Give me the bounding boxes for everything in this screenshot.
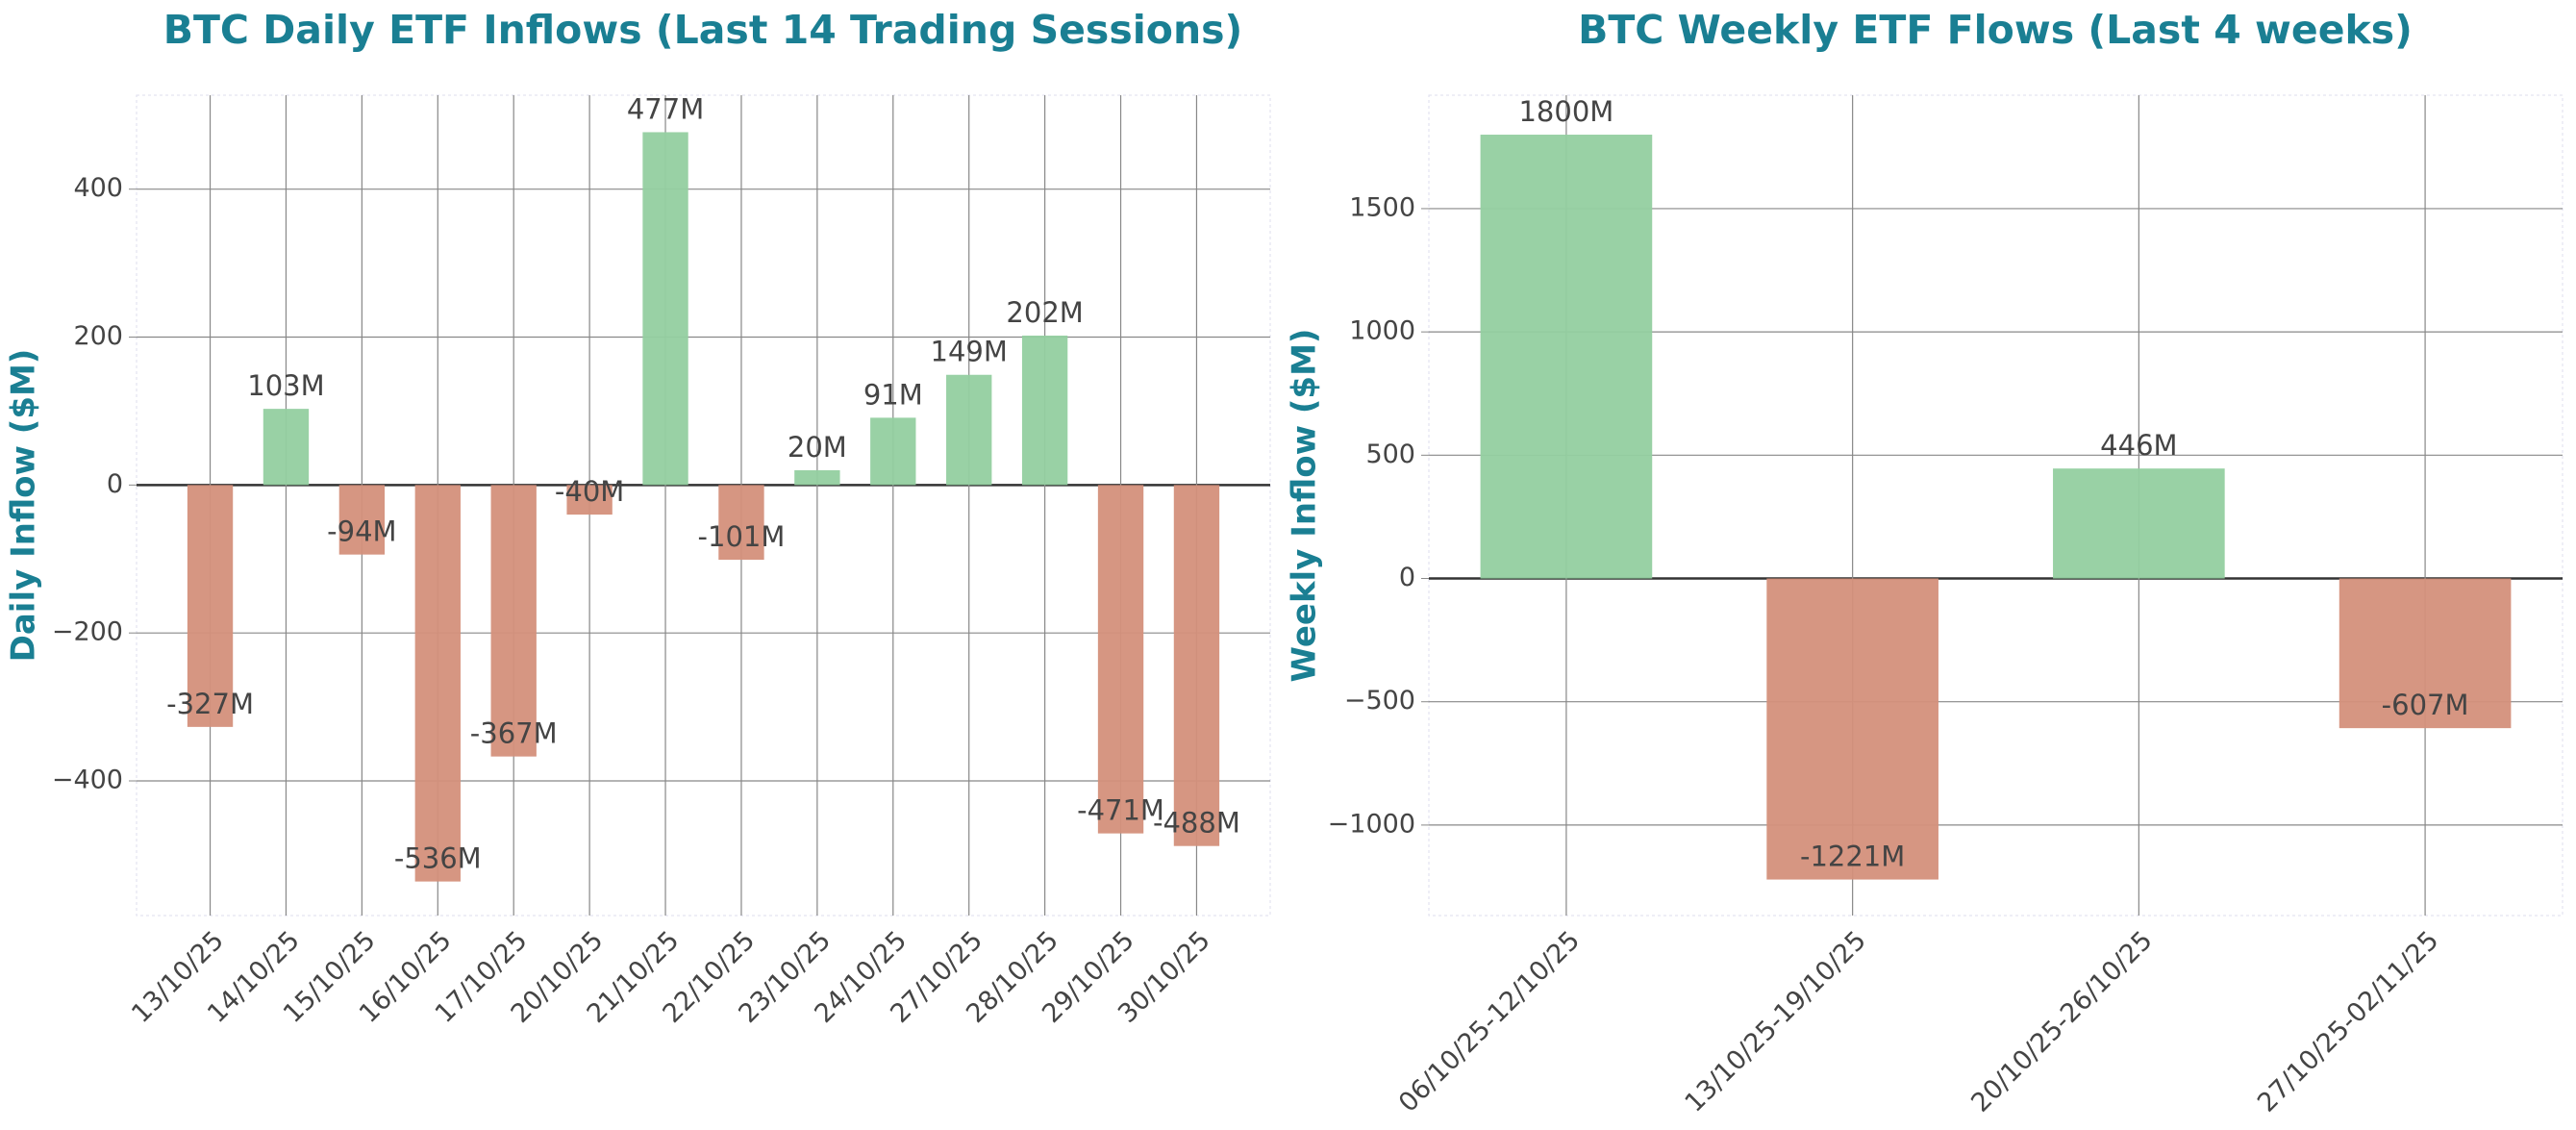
value-label: 446M bbox=[2100, 429, 2177, 462]
bar bbox=[1766, 578, 1938, 880]
value-label: -327M bbox=[166, 688, 254, 720]
value-label: 1800M bbox=[1518, 95, 1613, 128]
value-label: -101M bbox=[698, 520, 786, 553]
y-tick-label: 200 bbox=[73, 321, 123, 351]
bar bbox=[414, 485, 461, 882]
bar bbox=[2053, 468, 2225, 579]
value-label: -1221M bbox=[1800, 841, 1905, 873]
y-tick-label: −200 bbox=[52, 617, 123, 647]
bar bbox=[566, 485, 613, 515]
y-axis-label: Weekly Inflow ($M) bbox=[1286, 329, 1324, 683]
bar bbox=[1021, 335, 1068, 486]
bar bbox=[490, 485, 537, 757]
plot-frame bbox=[136, 94, 1271, 917]
x-tick-label: 27/10/25-02/11/25 bbox=[2252, 925, 2444, 1117]
value-label: 477M bbox=[627, 92, 704, 125]
bar bbox=[1173, 485, 1220, 846]
bar bbox=[718, 485, 764, 561]
bar bbox=[187, 485, 234, 727]
y-tick-label: 1000 bbox=[1349, 316, 1415, 346]
bar bbox=[263, 409, 310, 486]
bar bbox=[870, 417, 916, 486]
y-tick-label: 0 bbox=[1399, 563, 1415, 592]
value-label: -471M bbox=[1077, 794, 1164, 827]
value-label: 20M bbox=[788, 431, 847, 464]
chart-title: BTC Daily ETF Inflows (Last 14 Trading S… bbox=[163, 7, 1243, 53]
plot-frame bbox=[1428, 94, 2563, 917]
x-tick-label: 06/10/25-12/10/25 bbox=[1393, 925, 1586, 1117]
y-tick-label: 400 bbox=[73, 173, 123, 203]
y-tick-label: 500 bbox=[1365, 439, 1415, 469]
value-label: 103M bbox=[247, 369, 324, 402]
value-label: -40M bbox=[555, 475, 624, 508]
value-label: 149M bbox=[931, 336, 1008, 368]
value-label: 202M bbox=[1006, 296, 1083, 329]
value-label: 91M bbox=[863, 378, 923, 411]
value-label: -94M bbox=[327, 515, 396, 548]
value-label: -536M bbox=[394, 842, 482, 875]
bar bbox=[1097, 485, 1144, 834]
y-tick-label: −400 bbox=[52, 766, 123, 795]
value-label: -488M bbox=[1153, 807, 1240, 840]
y-tick-label: −500 bbox=[1344, 686, 1415, 716]
bar bbox=[946, 374, 992, 486]
bar bbox=[1480, 135, 1653, 579]
y-axis-label: Daily Inflow ($M) bbox=[5, 349, 43, 663]
value-label: -607M bbox=[2382, 689, 2469, 721]
value-label: -367M bbox=[470, 717, 558, 750]
y-tick-label: 1500 bbox=[1349, 192, 1415, 222]
bar bbox=[642, 132, 688, 486]
x-tick-label: 20/10/25-26/10/25 bbox=[1965, 925, 2158, 1117]
bar bbox=[2338, 578, 2512, 729]
bar bbox=[794, 469, 840, 486]
chart-title: BTC Weekly ETF Flows (Last 4 weeks) bbox=[1578, 7, 2413, 53]
y-tick-label: −1000 bbox=[1328, 809, 1415, 839]
bar bbox=[338, 485, 386, 555]
x-tick-label: 13/10/25-19/10/25 bbox=[1680, 925, 1872, 1117]
y-tick-label: 0 bbox=[107, 469, 123, 499]
